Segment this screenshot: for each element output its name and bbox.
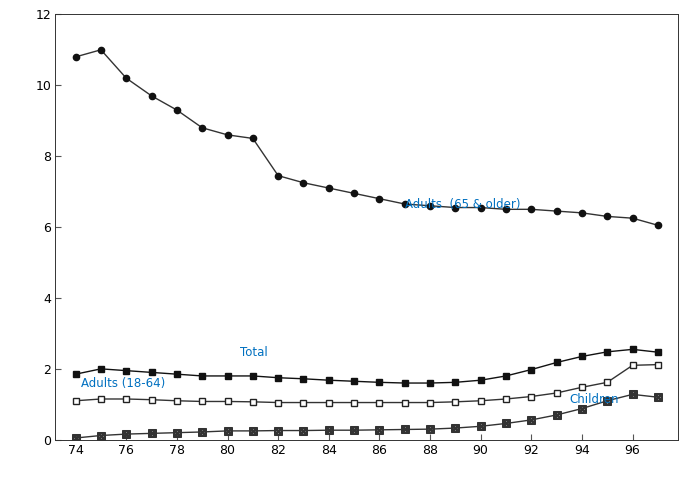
Text: Total: Total bbox=[240, 347, 268, 359]
Text: Adults (18-64): Adults (18-64) bbox=[81, 377, 165, 390]
Text: Adults  (65 & older): Adults (65 & older) bbox=[405, 197, 520, 210]
Text: Children: Children bbox=[570, 392, 619, 405]
